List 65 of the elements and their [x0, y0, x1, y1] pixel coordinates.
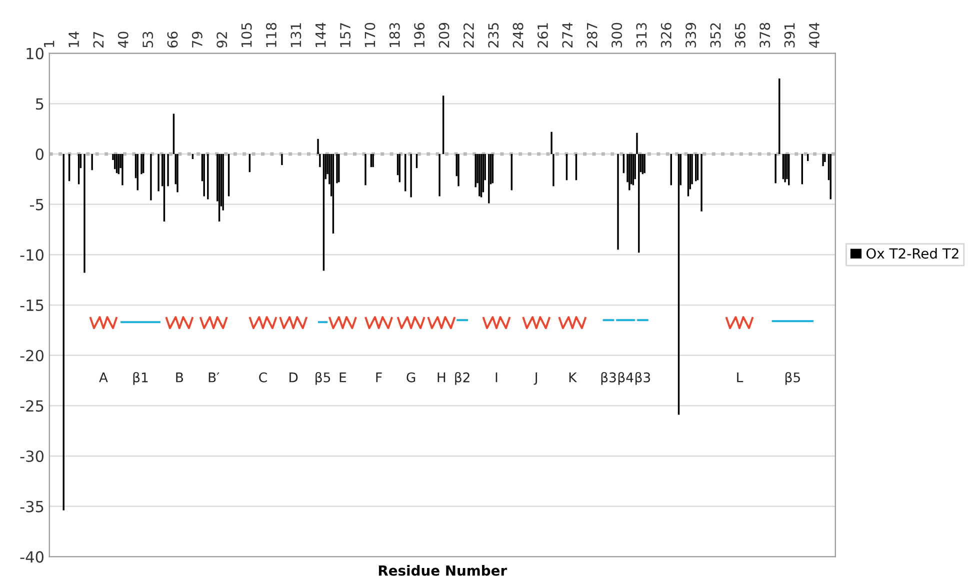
annotation: G	[406, 372, 416, 382]
annotation: L	[737, 372, 744, 382]
x-tick-label: 287	[586, 23, 598, 48]
x-tick-label: 209	[438, 22, 450, 48]
annotation: β3	[601, 372, 616, 385]
y-tick-label: -20	[20, 350, 44, 362]
x-tick-label: 365	[734, 23, 746, 48]
annotation: A	[99, 372, 108, 382]
y-tick-label: -40	[20, 551, 44, 563]
x-tick-label: 53	[142, 32, 154, 48]
y-tick-label: -35	[20, 500, 44, 512]
annotation: J	[534, 372, 538, 385]
annotation: F	[376, 372, 382, 382]
annotation: β2	[455, 372, 470, 385]
annotation: E	[340, 372, 346, 382]
x-tick-label: 352	[710, 23, 721, 48]
x-tick-label: 261	[537, 23, 548, 48]
x-tick-label: 66	[167, 32, 178, 48]
y-tick-label: -5	[30, 199, 44, 210]
x-tick-label: 378	[760, 22, 770, 48]
x-tick-label: 170	[364, 22, 376, 47]
x-tick-label: 79	[192, 32, 202, 48]
x-tick-label: 300	[612, 22, 622, 48]
annotation: D	[290, 372, 298, 382]
x-tick-label: 14	[68, 32, 79, 47]
annotation: C	[259, 372, 267, 382]
annotation: H	[438, 372, 446, 382]
x-axis-title: Residue Number	[378, 565, 508, 576]
x-tick-label: 326	[660, 22, 672, 48]
annotation: β4	[618, 372, 634, 385]
annotation: B′	[208, 372, 220, 382]
y-tick-label: -10	[20, 249, 44, 261]
x-tick-label: 157	[340, 23, 351, 47]
x-tick-label: 274	[562, 22, 572, 48]
x-tick-label: 391	[784, 23, 795, 48]
x-tick-label: 40	[118, 32, 128, 48]
x-tick-label: 222	[463, 23, 474, 48]
y-tick-label: 10	[26, 48, 44, 60]
x-tick-label: 313	[636, 23, 647, 48]
annotation: β1	[133, 372, 148, 385]
x-tick-label: 92	[216, 32, 228, 48]
y-tick-label: -30	[20, 450, 44, 462]
x-tick-label: 131	[290, 23, 302, 47]
x-tick-label: 1	[44, 40, 54, 47]
annotation: K	[569, 372, 578, 382]
y-tick-label: -15	[20, 300, 44, 312]
annotation: I	[496, 372, 498, 382]
x-tick-label: 235	[488, 23, 499, 48]
annotation: β5	[785, 372, 800, 385]
x-tick-label: 404	[808, 22, 820, 48]
legend-label: Ox T2-Red T2	[866, 248, 958, 259]
annotation: β5	[316, 372, 330, 385]
x-tick-label: 339	[686, 22, 696, 48]
y-tick-label: 5	[36, 98, 44, 110]
x-tick-label: 248	[512, 22, 524, 48]
x-tick-label: 105	[241, 23, 252, 47]
x-tick-label: 118	[266, 22, 276, 47]
x-tick-label: 27	[93, 32, 104, 48]
annotation: B	[176, 372, 184, 382]
annotation: β3	[636, 372, 650, 385]
x-tick-label: 196	[414, 22, 425, 47]
x-tick-label: 183	[389, 23, 400, 47]
x-tick-label: 144	[316, 22, 326, 47]
y-tick-label: -25	[20, 400, 44, 412]
y-tick-label: 0	[36, 148, 44, 160]
